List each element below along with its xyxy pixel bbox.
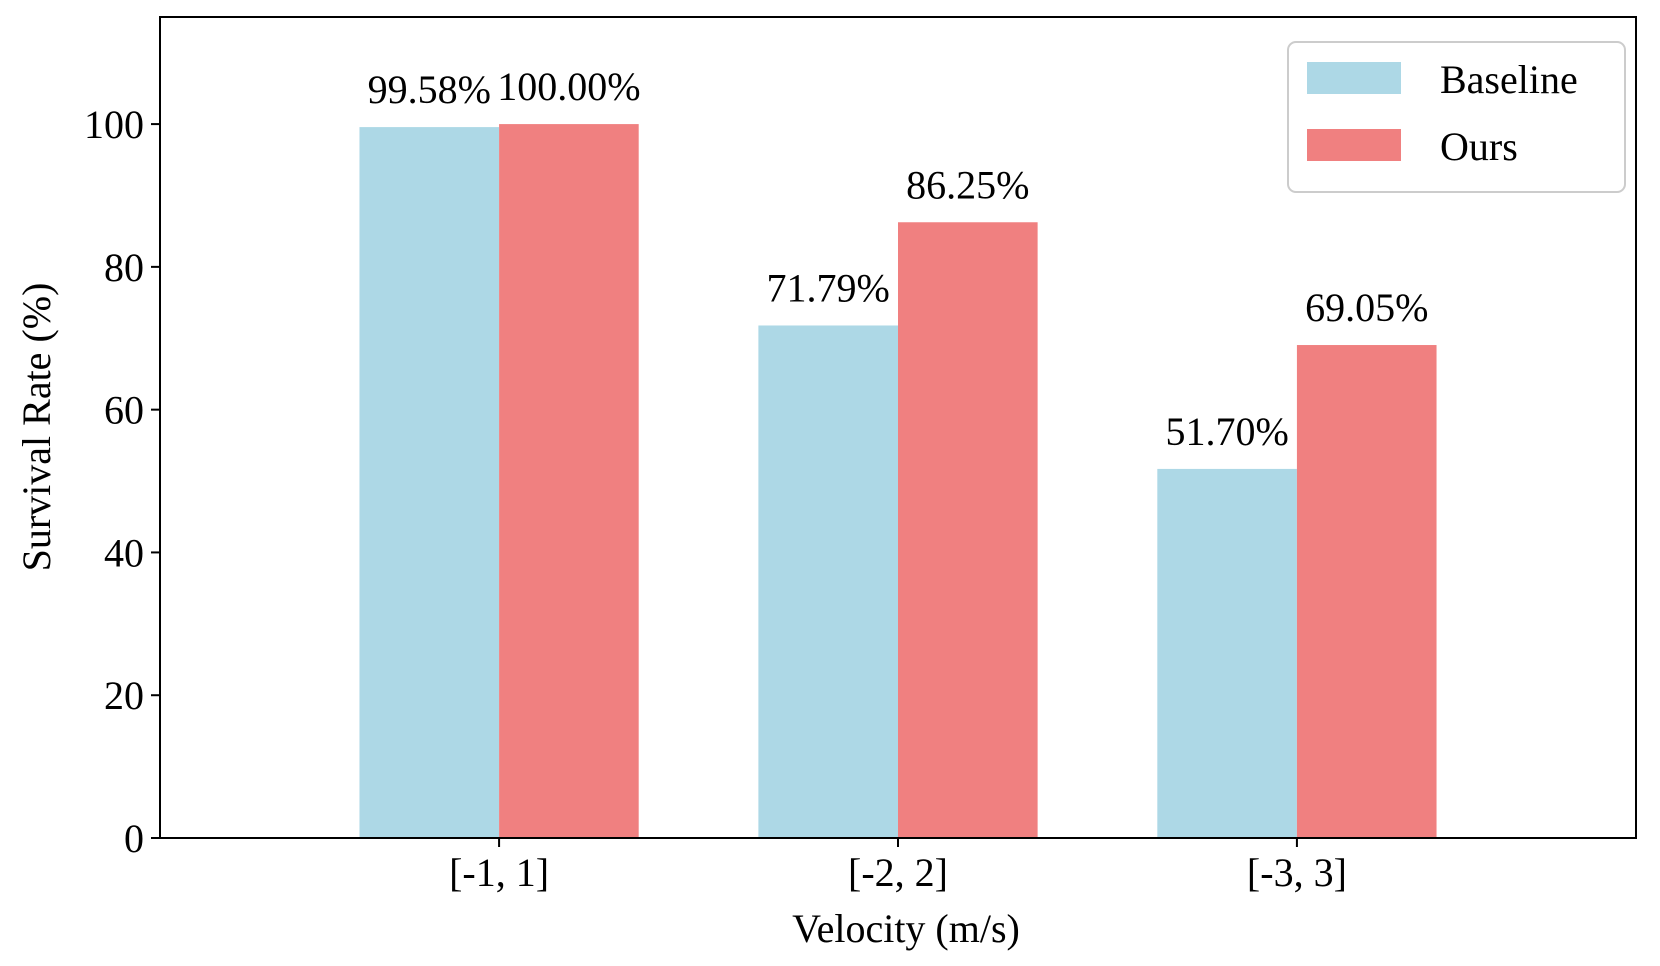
legend-swatch-ours [1307, 129, 1401, 161]
x-tick-label-1: [-1, 1] [449, 850, 549, 895]
y-tick-label-40: 40 [104, 530, 144, 575]
data-label-ours-3: 69.05% [1305, 285, 1428, 330]
x-tick-label-2: [-2, 2] [848, 850, 948, 895]
legend: Baseline Ours [1287, 41, 1626, 193]
y-tick-label-60: 60 [104, 388, 144, 433]
data-label-baseline-2: 71.79% [767, 265, 890, 310]
data-label-baseline-1: 99.58% [368, 67, 491, 112]
y-tick-label-80: 80 [104, 245, 144, 290]
bar-baseline-3 [1157, 468, 1297, 838]
data-label-baseline-3: 51.70% [1165, 409, 1288, 454]
y-tick-label-0: 0 [124, 816, 144, 861]
bar-ours-1 [499, 124, 639, 839]
bar-baseline-2 [758, 325, 898, 839]
y-axis-ticks: 0 20 40 60 80 100 [84, 102, 160, 861]
legend-label-baseline: Baseline [1440, 57, 1578, 102]
x-tick-label-3: [-3, 3] [1247, 850, 1347, 895]
bar-baseline-1 [359, 127, 500, 839]
x-axis-ticks: [-1, 1] [-2, 2] [-3, 3] [449, 838, 1347, 895]
bar-ours-2 [898, 222, 1038, 838]
legend-swatch-baseline [1307, 62, 1401, 94]
y-tick-label-100: 100 [84, 102, 144, 147]
data-label-ours-1: 100.00% [497, 64, 640, 109]
legend-label-ours: Ours [1440, 124, 1518, 169]
bar-ours-3 [1296, 345, 1437, 838]
y-tick-label-20: 20 [104, 673, 144, 718]
plot-frame [159, 16, 1637, 839]
data-label-ours-2: 86.25% [906, 162, 1029, 207]
y-axis-title: Survival Rate (%) [14, 283, 59, 572]
x-axis-title: Velocity (m/s) [792, 906, 1020, 951]
bars-group [359, 124, 1437, 839]
data-labels-group: 99.58% 71.79% 51.70% 100.00% 86.25% 69.05% [368, 64, 1429, 454]
